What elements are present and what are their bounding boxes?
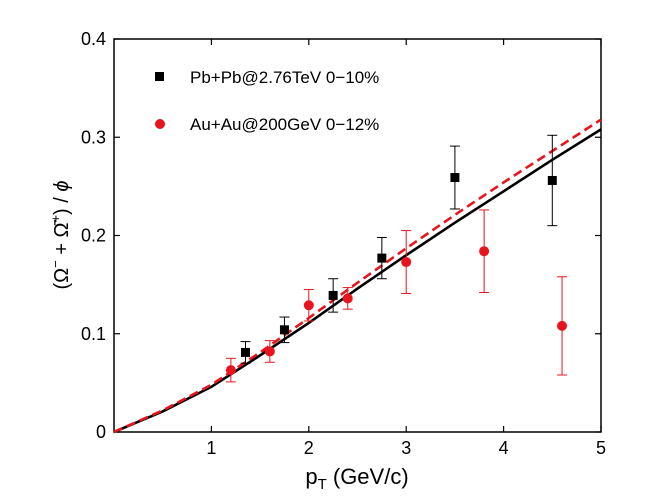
auau-point <box>557 276 568 376</box>
y-axis-label-omega-minus: Ω <box>51 268 73 283</box>
pbpb-point <box>547 134 558 227</box>
square-marker <box>240 347 250 357</box>
circle-marker <box>342 293 353 304</box>
y-axis-label-omega-bar: Ω̄ <box>51 220 73 238</box>
pbpb-point <box>328 278 339 313</box>
pbpb-point <box>279 316 290 344</box>
y-tick-label: 0.2 <box>81 226 106 246</box>
circle-marker <box>479 246 490 257</box>
x-tick-label: 4 <box>499 438 509 458</box>
y-tick-label: 0.4 <box>81 29 106 49</box>
plot-frame <box>113 38 602 433</box>
legend-label-auau: Au+Au@200GeV 0−12% <box>190 115 379 134</box>
curve-model-dashed <box>113 118 602 434</box>
y-axis-label-plus: + <box>51 238 73 261</box>
circle-marker <box>303 300 314 311</box>
legend-marker-pbpb <box>155 72 164 81</box>
y-axis-label-slash: / <box>51 192 73 209</box>
y-axis-label-sup-minus: − <box>48 260 63 268</box>
x-axis-label: pT (GeV/c) <box>305 464 408 493</box>
circle-marker <box>401 257 412 268</box>
square-marker <box>547 175 557 185</box>
square-marker <box>450 173 460 183</box>
auau-point <box>342 287 353 310</box>
legend-label-pbpb: Pb+Pb@2.76TeV 0−10% <box>190 68 379 87</box>
x-tick-label: 3 <box>401 438 411 458</box>
y-tick-label: 0.3 <box>81 127 106 147</box>
y-axis-label-sup-plus: + <box>48 215 63 223</box>
data-points <box>225 134 568 383</box>
square-marker <box>279 325 289 335</box>
y-tick-label: 0 <box>96 422 106 442</box>
curve-model-solid <box>113 128 602 434</box>
y-axis-label-phi: ϕ <box>51 180 73 191</box>
pbpb-point <box>240 341 251 364</box>
x-axis-label-unit: (GeV/c) <box>327 464 409 489</box>
axis-ticks: 1 2 3 4 5 0 0.1 0.2 0.3 0.4 <box>81 29 606 458</box>
x-tick-label: 1 <box>206 438 216 458</box>
x-tick-label: 5 <box>596 438 606 458</box>
y-tick-label: 0.1 <box>81 324 106 344</box>
square-marker <box>328 290 338 300</box>
square-marker <box>377 253 387 263</box>
circle-marker <box>557 320 568 331</box>
y-axis-label: (Ω− + Ω̄+) / ϕ <box>48 180 73 289</box>
y-axis-label-close: ) <box>51 208 73 215</box>
circle-marker <box>264 346 275 357</box>
auau-point <box>264 340 275 363</box>
circle-marker <box>225 365 236 376</box>
y-axis-label-open: ( <box>51 283 73 290</box>
x-axis-label-sub: T <box>318 476 327 493</box>
auau-point <box>479 209 490 293</box>
auau-point <box>225 357 236 383</box>
model-curves <box>113 118 602 434</box>
legend-marker-auau <box>155 119 165 129</box>
auau-point <box>303 289 314 322</box>
legend: Pb+Pb@2.76TeV 0−10% Au+Au@200GeV 0−12% <box>155 68 379 134</box>
auau-point <box>401 230 412 294</box>
x-axis-label-main: p <box>305 464 317 489</box>
pbpb-point <box>376 236 387 280</box>
x-tick-label: 2 <box>304 438 314 458</box>
pbpb-point <box>449 145 460 210</box>
